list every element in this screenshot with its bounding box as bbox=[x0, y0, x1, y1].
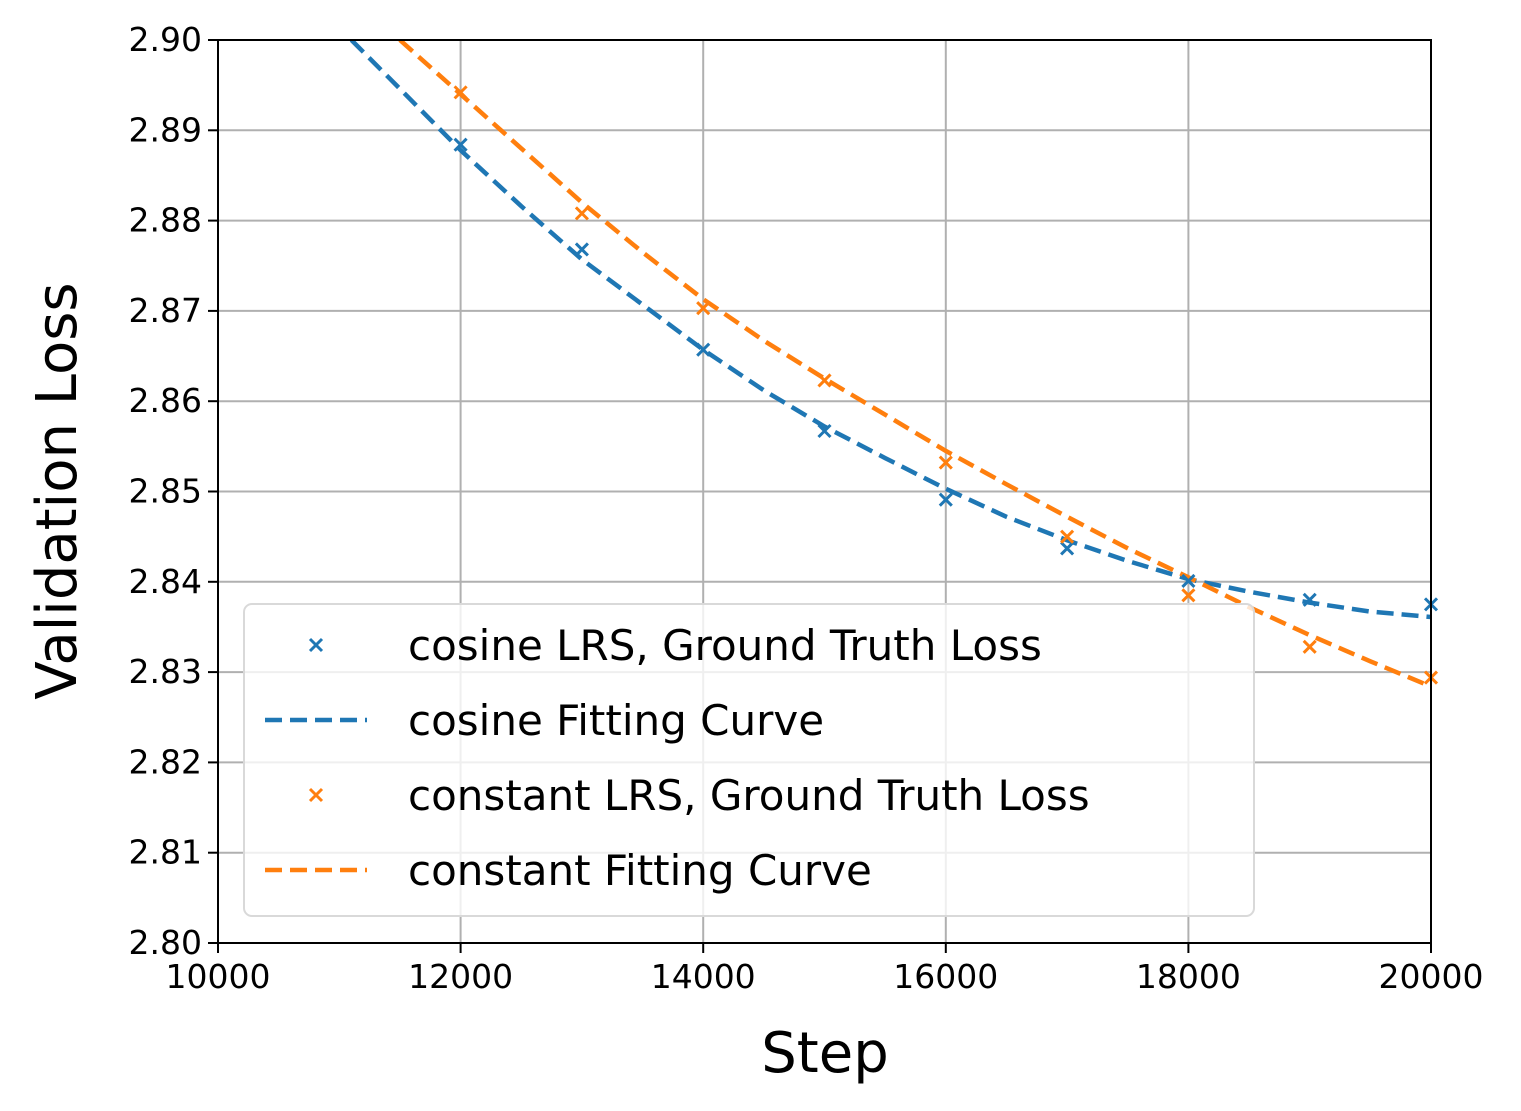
constant-ground-truth-point bbox=[1302, 639, 1317, 654]
legend-box bbox=[243, 603, 1255, 917]
y-tick-label: 2.80 bbox=[129, 923, 202, 962]
legend-marker bbox=[308, 787, 324, 803]
constant-ground-truth-point bbox=[453, 85, 468, 100]
cosine-ground-truth-point bbox=[453, 137, 468, 152]
y-tick-label: 2.88 bbox=[129, 201, 202, 240]
x-axis-label: Step bbox=[761, 1021, 889, 1086]
y-tick-label: 2.90 bbox=[129, 20, 202, 59]
y-tick-label: 2.87 bbox=[129, 291, 202, 330]
cosine-fitting-curve bbox=[349, 40, 1431, 620]
y-tick-label: 2.83 bbox=[129, 652, 202, 691]
axes-frame bbox=[217, 39, 1432, 944]
y-tick-label: 2.81 bbox=[129, 833, 202, 872]
cosine-ground-truth-point bbox=[1302, 592, 1317, 607]
x-tick-label: 14000 bbox=[651, 957, 756, 996]
constant-ground-truth-point bbox=[574, 206, 589, 221]
cosine-ground-truth-point bbox=[817, 423, 832, 439]
x-tick-label: 12000 bbox=[408, 957, 513, 996]
legend-label: cosine LRS, Ground Truth Loss bbox=[408, 621, 1042, 670]
legend: cosine LRS, Ground Truth Loss cosine Fitt… bbox=[243, 603, 1255, 917]
legend-label: constant LRS, Ground Truth Loss bbox=[408, 771, 1090, 820]
x-tick-label: 10000 bbox=[166, 957, 271, 996]
cosine-ground-truth-point bbox=[696, 342, 711, 357]
cosine-ground-truth-point bbox=[938, 492, 953, 507]
legend-label: constant Fitting Curve bbox=[408, 846, 872, 895]
constant-ground-truth-point bbox=[1060, 529, 1075, 544]
y-tick-label: 2.86 bbox=[129, 381, 202, 420]
y-tick-label: 2.82 bbox=[129, 742, 202, 781]
axes: 10000 12000 14000 16000 18000 20000 2.80 2.81 2.… bbox=[129, 20, 1484, 996]
y-tick-label: 2.84 bbox=[129, 562, 202, 601]
x-tick-label: 18000 bbox=[1136, 957, 1241, 996]
y-axis-label: Validation Loss bbox=[25, 282, 90, 699]
legend-marker bbox=[308, 637, 324, 653]
constant-ground-truth-point bbox=[817, 373, 832, 388]
cosine-ground-truth-point bbox=[574, 242, 589, 257]
cosine-ground-truth-point bbox=[1181, 573, 1196, 588]
constant-fitting-curve bbox=[398, 40, 1431, 689]
constant-ground-truth-point bbox=[938, 455, 953, 470]
constant-ground-truth-point bbox=[696, 301, 711, 316]
constant-ground-truth-point bbox=[1181, 588, 1196, 603]
y-tick-label: 2.85 bbox=[129, 472, 202, 511]
x-tick-label: 16000 bbox=[893, 957, 998, 996]
legend-label: cosine Fitting Curve bbox=[408, 696, 824, 745]
cosine-ground-truth-point bbox=[1060, 541, 1075, 556]
plot-series bbox=[349, 40, 1439, 689]
y-tick-label: 2.89 bbox=[129, 110, 202, 149]
x-tick-label: 20000 bbox=[1379, 957, 1484, 996]
